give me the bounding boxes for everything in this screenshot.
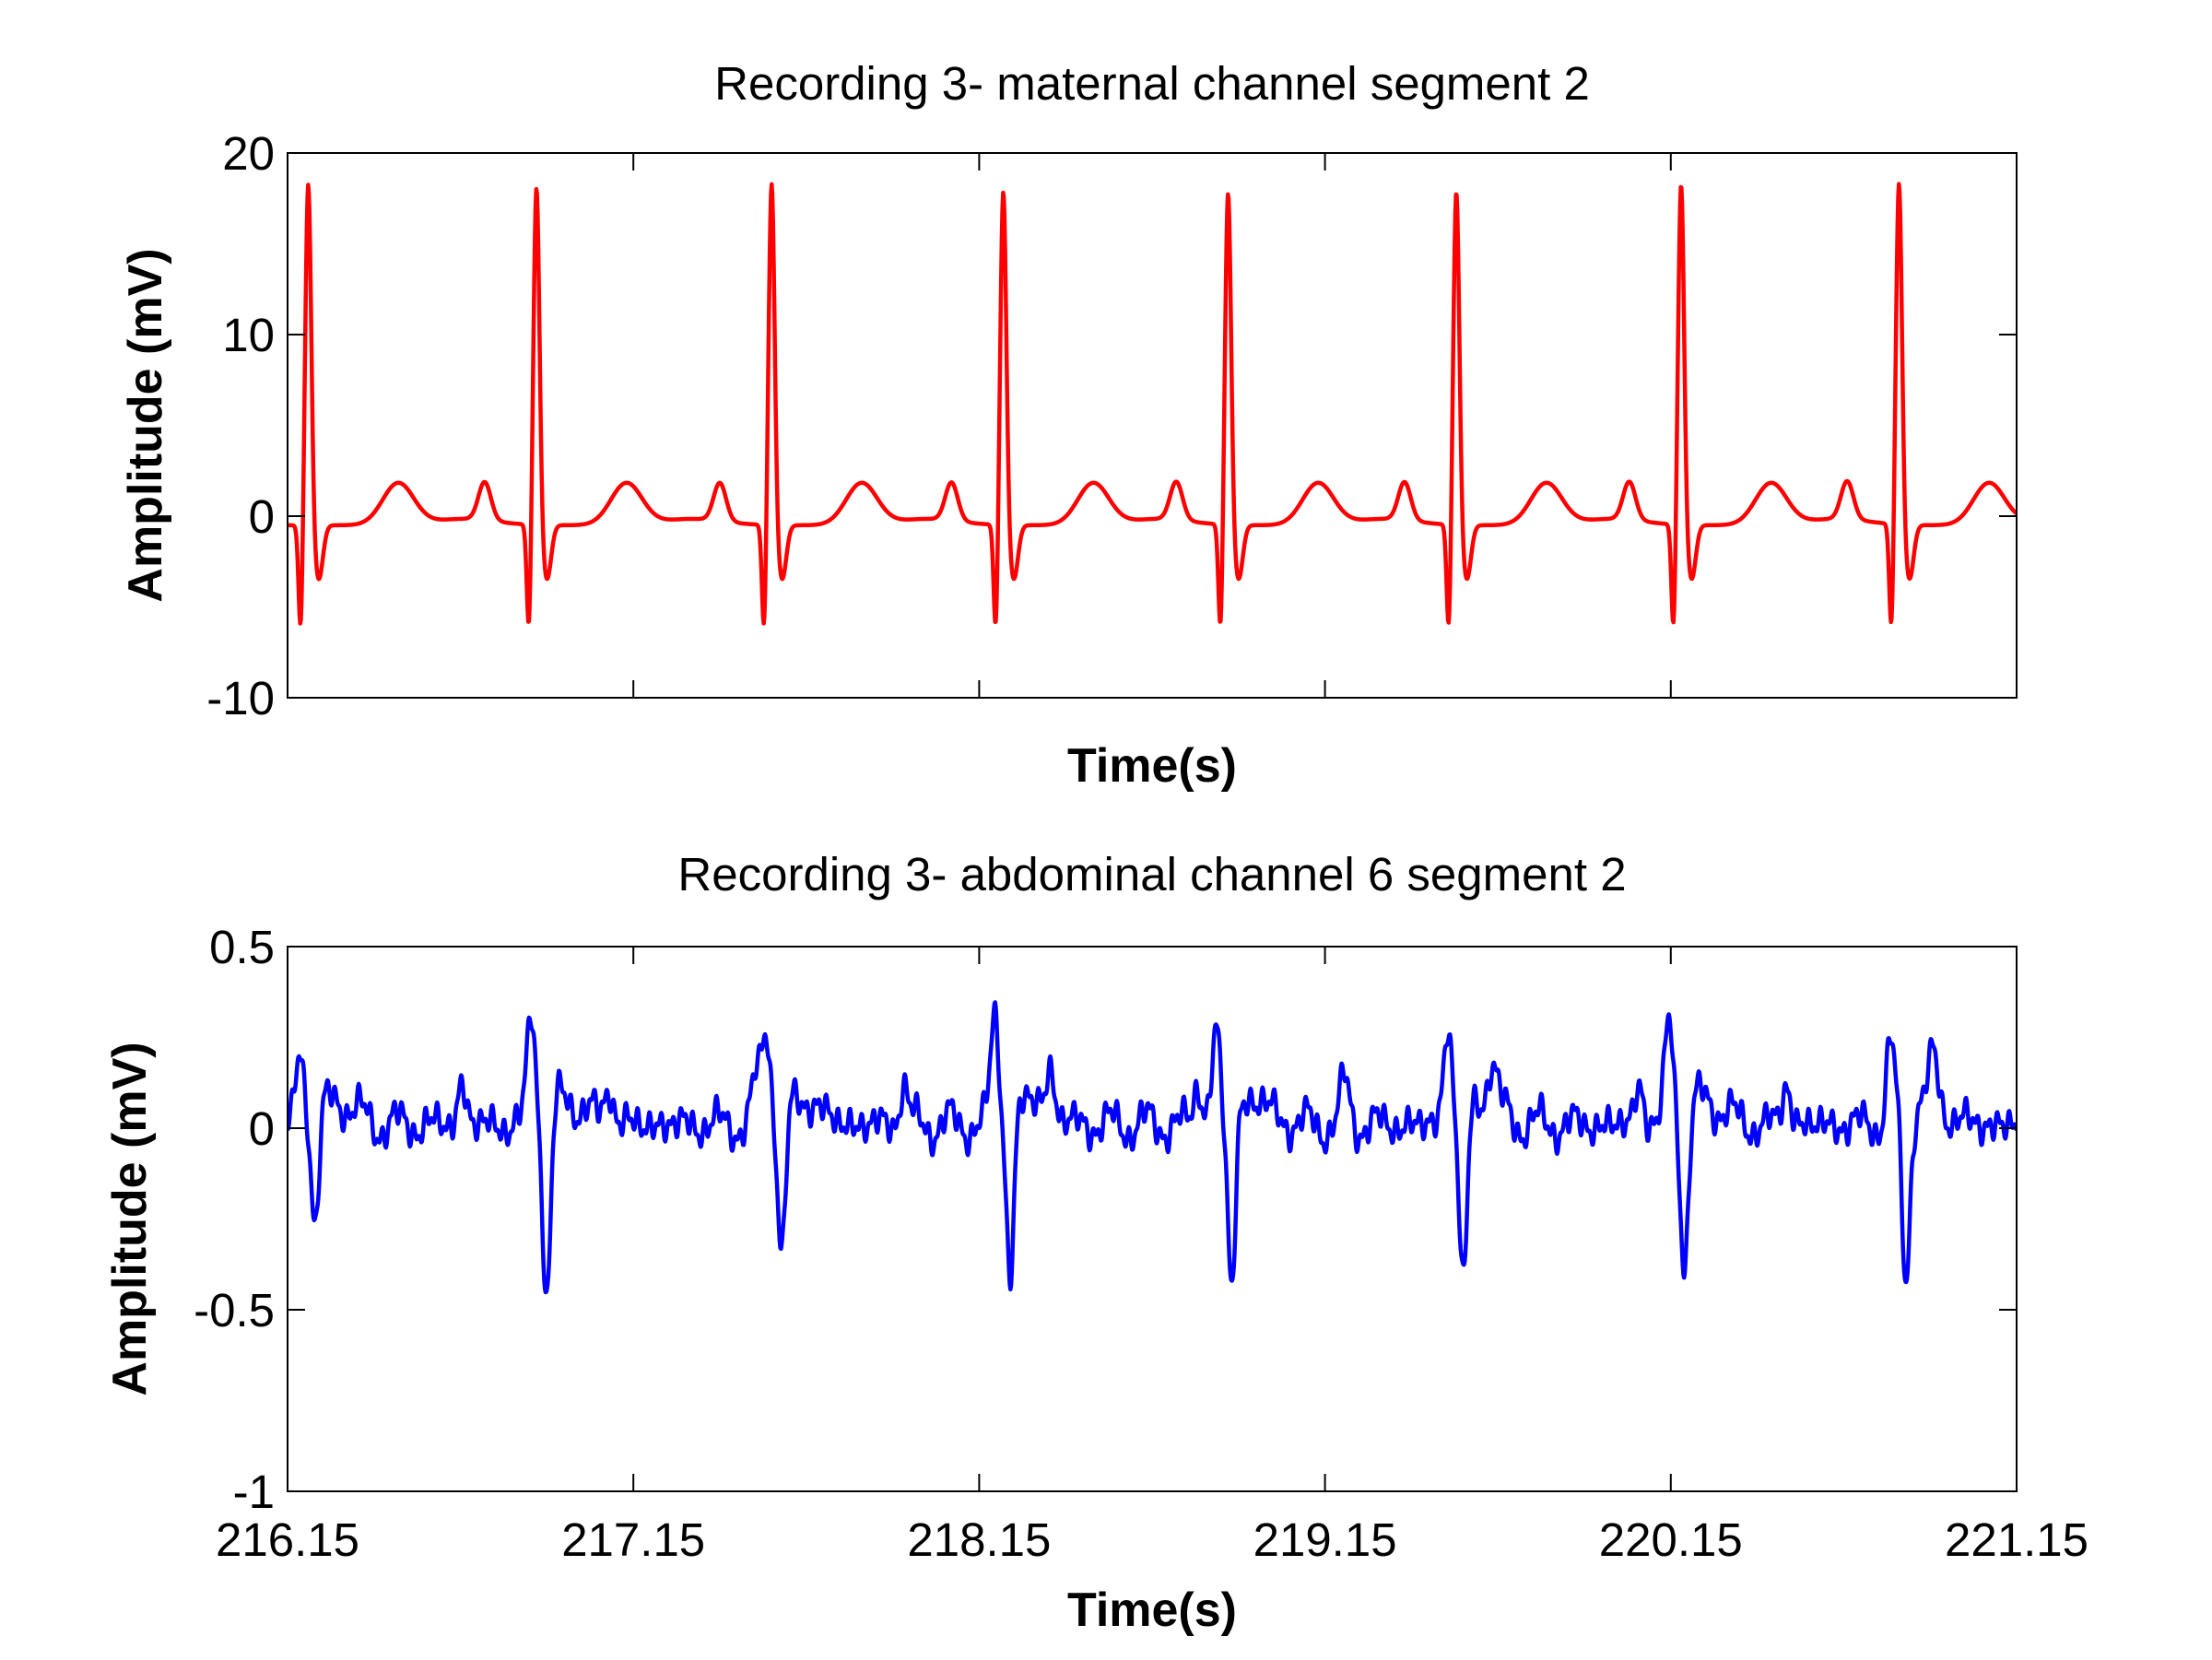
plot-title: Recording 3- maternal channel segment 2	[714, 57, 1590, 110]
y-axis-label: Amplitude (mV)	[119, 248, 172, 602]
y-tick-label: 0	[249, 1102, 275, 1155]
x-tick-label: 219.15	[1253, 1513, 1397, 1566]
y-tick-label: -0.5	[194, 1284, 275, 1336]
y-tick-label: 10	[222, 309, 275, 361]
x-tick-label: 221.15	[1945, 1513, 2088, 1566]
x-tick-label: 216.15	[216, 1513, 359, 1566]
axes-frame	[287, 946, 2018, 1492]
y-axis-label: Amplitude (mV)	[103, 1042, 157, 1395]
y-tick-label: 0	[249, 490, 275, 543]
signal-line	[288, 1000, 2017, 1295]
plot-title: Recording 3- abdominal channel 6 segment…	[677, 848, 1626, 901]
x-axis-label: Time(s)	[1067, 1583, 1237, 1637]
x-tick-label: 220.15	[1599, 1513, 1743, 1566]
x-tick-label: 218.15	[907, 1513, 1051, 1566]
y-tick-label: -1	[233, 1466, 275, 1518]
signal-line	[288, 182, 2017, 626]
x-tick-label: 217.15	[561, 1513, 705, 1566]
y-tick-label: -10	[206, 672, 275, 724]
axes-frame	[287, 152, 2018, 699]
y-tick-label: 20	[222, 127, 275, 180]
abdominal-channel-plot: Recording 3- abdominal channel 6 segment…	[103, 848, 2088, 1637]
x-axis-label: Time(s)	[1067, 739, 1237, 793]
maternal-channel-plot: Recording 3- maternal channel segment 2 -…	[119, 57, 2018, 793]
y-tick-label: 0.5	[209, 921, 275, 973]
